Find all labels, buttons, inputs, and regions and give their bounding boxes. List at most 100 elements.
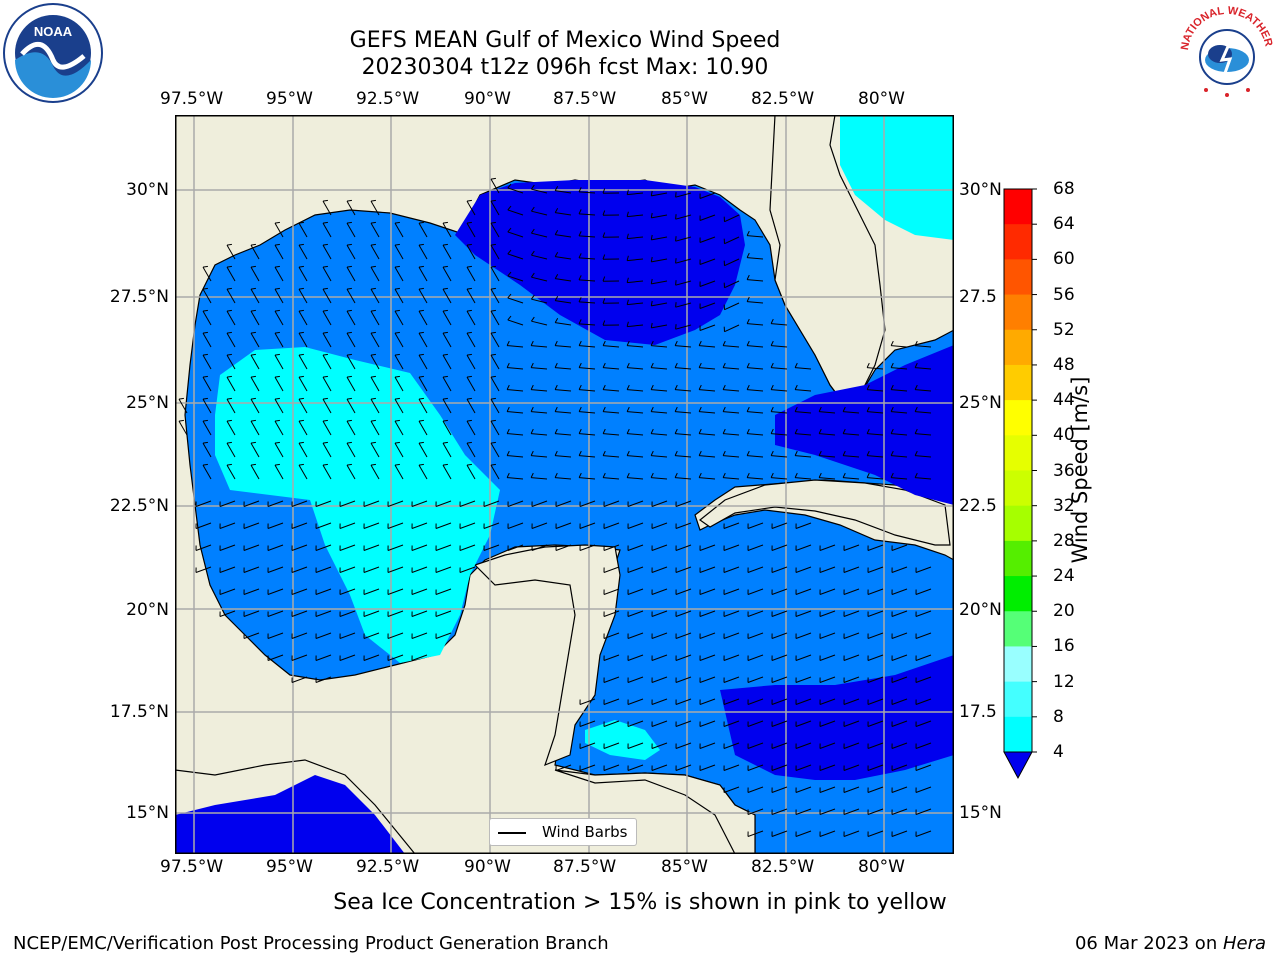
wind-barb: [627, 214, 644, 218]
wind-barb: [699, 411, 716, 414]
wind-barb: [771, 323, 788, 326]
wind-barb: [867, 786, 884, 793]
wind-barb: [795, 786, 812, 793]
wind-barb: [771, 742, 788, 749]
wind-barb-flag: [578, 384, 582, 390]
wind-barb-flag: [602, 428, 606, 434]
wind-barb: [418, 398, 428, 414]
lon-tick-top: 85°W: [661, 89, 708, 109]
wind-barb: [603, 477, 620, 480]
wind-barb: [555, 278, 572, 282]
wind-barb-flag: [418, 441, 424, 444]
wind-barb: [867, 544, 884, 551]
wind-barb-flag: [394, 265, 400, 268]
wind-barb-flag: [442, 309, 448, 312]
wind-barb-flag: [722, 384, 726, 390]
wind-barb: [843, 742, 860, 749]
wind-barb: [819, 455, 836, 458]
wind-barb: [315, 676, 332, 683]
wind-barb: [603, 764, 620, 771]
wind-barb-flag: [226, 331, 232, 334]
wind-barb-flag: [794, 450, 798, 456]
wind-barb-flag: [370, 463, 376, 466]
wind-barb: [346, 376, 356, 392]
wind-barb: [771, 389, 788, 392]
wind-barb: [442, 244, 452, 260]
wind-barb: [795, 610, 812, 617]
wind-barb: [651, 302, 668, 307]
wind-barb: [867, 676, 884, 683]
wind-barb: [795, 433, 812, 436]
wind-barb: [274, 222, 284, 238]
wind-barb-flag: [442, 353, 448, 356]
wind-barb: [603, 411, 620, 414]
wind-barb: [699, 720, 716, 727]
wind-barb: [747, 477, 764, 480]
wind-barb-flag: [466, 463, 472, 466]
wind-barb-flag: [650, 340, 654, 346]
wind-barb-flag: [274, 265, 280, 268]
wind-barb: [747, 522, 764, 529]
wind-barb-flag: [626, 406, 630, 412]
wind-barb: [411, 544, 428, 551]
wind-barb: [435, 566, 452, 573]
wind-barb: [699, 742, 716, 749]
wind-barb-flag: [602, 210, 606, 216]
colorbar-label: 8: [1053, 706, 1064, 727]
wind-barb: [339, 544, 356, 551]
wind-barb: [675, 324, 692, 330]
wind-barb: [819, 830, 836, 837]
sea-ice-caption: Sea Ice Concentration > 15% is shown in …: [333, 890, 947, 915]
wind-barb: [370, 420, 380, 436]
wind-barb: [267, 632, 284, 639]
wind-barb: [915, 830, 932, 837]
wind-barb: [466, 442, 476, 458]
footer-host: Hera: [1222, 933, 1266, 954]
wind-barb: [466, 310, 476, 326]
wind-barb-flag: [746, 362, 750, 368]
wind-barb: [915, 477, 932, 480]
wind-barb-flag: [578, 275, 582, 281]
wind-barb-flag: [890, 472, 894, 478]
wind-barb: [915, 411, 932, 414]
wind-barb: [867, 698, 884, 705]
wind-barb: [747, 808, 764, 815]
wind-barb: [555, 300, 572, 304]
wind-barb: [339, 588, 356, 595]
wind-barb-flag: [466, 243, 472, 246]
wind-barb-flag: [370, 353, 376, 356]
wind-barb: [226, 266, 236, 282]
wind-barb-flag: [298, 287, 304, 290]
wind-barb-flag: [250, 419, 256, 422]
wind-barb: [723, 433, 740, 436]
wind-barb: [466, 332, 476, 348]
wind-barb-flag: [298, 309, 304, 312]
wind-barb-flag: [602, 450, 606, 456]
wind-barb: [843, 566, 860, 573]
wind-barb: [555, 500, 572, 507]
wind-barb-flag: [674, 362, 678, 368]
footer-date-text: 06 Mar 2023 on: [1074, 933, 1223, 954]
wind-barb: [578, 213, 596, 216]
wind-barb: [675, 742, 692, 749]
wind-barb-flag: [770, 428, 774, 434]
wind-barb: [627, 566, 644, 573]
wind-barb: [226, 376, 236, 392]
wind-barb: [724, 236, 740, 245]
wind-barb-flag: [698, 472, 702, 478]
wind-barb: [555, 411, 572, 414]
wind-barb: [418, 244, 428, 260]
wind-barb-flag: [866, 362, 870, 368]
wind-barb-flag: [650, 362, 654, 368]
wind-barb-flag: [675, 302, 677, 308]
wind-barb-flag: [746, 318, 750, 324]
wind-barb: [339, 632, 356, 639]
wind-barb-flag: [322, 243, 328, 246]
wind-barb: [915, 808, 932, 815]
wind-barb: [291, 588, 308, 595]
wind-barb: [195, 566, 212, 573]
wind-barb: [651, 411, 668, 414]
wind-barb: [699, 544, 716, 551]
wind-barb: [202, 464, 212, 480]
colorbar-segment: [1004, 189, 1032, 225]
